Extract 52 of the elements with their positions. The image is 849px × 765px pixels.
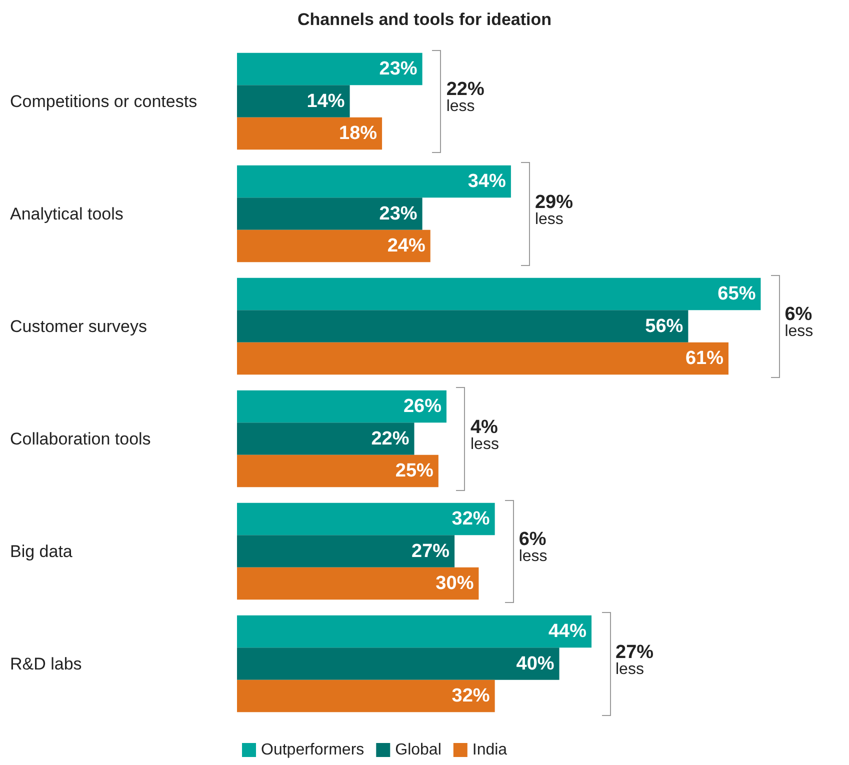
data-label: 44% bbox=[548, 621, 587, 642]
data-label: 32% bbox=[452, 508, 490, 530]
annotation: 4% less bbox=[470, 416, 500, 453]
legend-label: Outperformers bbox=[261, 742, 364, 758]
bar bbox=[237, 310, 688, 342]
bar bbox=[237, 615, 592, 648]
data-label: 27% bbox=[412, 540, 450, 562]
data-label: 32% bbox=[452, 686, 490, 706]
chart-title: Channels and tools for ideation bbox=[297, 10, 552, 29]
annotation: 22% less bbox=[446, 79, 486, 116]
bar bbox=[237, 278, 761, 310]
data-label: 23% bbox=[379, 203, 418, 224]
data-label: 61% bbox=[685, 348, 724, 369]
text: 6% less bbox=[784, 304, 814, 340]
data-label: 24% bbox=[387, 236, 426, 256]
bar bbox=[237, 454, 438, 488]
bar bbox=[237, 648, 560, 680]
data-label: 30% bbox=[436, 573, 474, 594]
y-tick-label: Collaboration tools bbox=[10, 429, 151, 448]
data-label: 18% bbox=[338, 123, 378, 144]
bar bbox=[237, 567, 479, 600]
bar bbox=[237, 422, 414, 455]
bar bbox=[237, 52, 422, 86]
bar bbox=[237, 198, 422, 230]
y-tick-label: Big data bbox=[10, 542, 73, 561]
bar bbox=[237, 535, 455, 568]
bar bbox=[237, 680, 495, 712]
y-tick-label: Competitions or contests bbox=[10, 92, 198, 111]
data-label: 65% bbox=[718, 284, 756, 304]
bar bbox=[237, 390, 446, 423]
bar bbox=[237, 117, 382, 150]
y-tick-label: R&D labs bbox=[10, 654, 82, 674]
data-label: 14% bbox=[306, 90, 345, 112]
bar bbox=[237, 230, 430, 262]
annotation: 29% less bbox=[534, 192, 574, 228]
data-label: 34% bbox=[468, 171, 506, 192]
y-tick-label: Analytical tools bbox=[10, 204, 124, 224]
data-label: 25% bbox=[395, 460, 434, 482]
bar bbox=[237, 165, 511, 198]
data-label: 56% bbox=[645, 316, 684, 337]
data-label: 40% bbox=[516, 653, 554, 674]
data-label: 23% bbox=[379, 58, 418, 80]
annotation: 27% less bbox=[616, 642, 655, 678]
bar bbox=[237, 85, 350, 118]
legend-label: Global bbox=[395, 742, 442, 758]
bar bbox=[237, 342, 728, 375]
data-label: 26% bbox=[403, 396, 442, 417]
data-label: 22% bbox=[371, 428, 410, 450]
bar bbox=[237, 502, 495, 536]
legend-label: India bbox=[472, 742, 508, 758]
annotation: 6% less bbox=[518, 529, 548, 566]
y-tick-label: Customer surveys bbox=[10, 316, 147, 336]
